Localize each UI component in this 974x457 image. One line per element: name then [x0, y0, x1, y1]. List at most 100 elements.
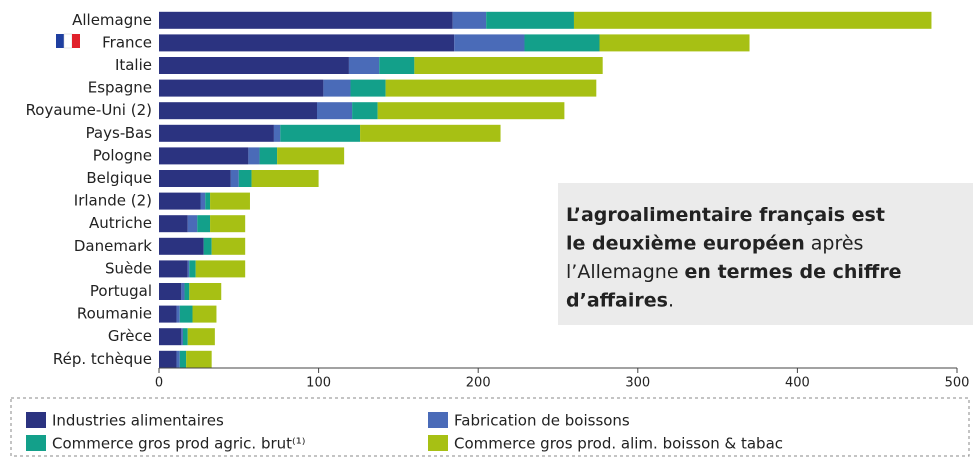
bar-segment — [197, 215, 211, 233]
category-label: Pays-Bas — [86, 124, 153, 142]
bar-segment — [181, 283, 185, 300]
annotation-line: le deuxième européen après — [566, 232, 863, 254]
bar-segment — [179, 350, 187, 368]
bar-segment — [195, 260, 246, 278]
bar-segment — [251, 170, 319, 187]
bar-segment — [452, 11, 487, 29]
legend-swatch — [428, 435, 448, 451]
category-label: Allemagne — [72, 11, 152, 29]
bar-segment — [179, 305, 193, 323]
bar-segment — [379, 57, 415, 74]
category-label: Irlande (2) — [74, 192, 152, 210]
category-label: Belgique — [86, 169, 152, 187]
bar-segment — [323, 79, 351, 97]
annotation-text: L’agroalimentaire français est — [566, 204, 885, 226]
annotation-text: d’affaires — [566, 289, 668, 311]
flag — [56, 33, 80, 49]
bar-segment — [159, 192, 201, 210]
annotation-line: L’agroalimentaire français est — [566, 204, 885, 226]
bar-segment — [182, 328, 188, 346]
bar-segment — [273, 124, 281, 142]
category-label: Suède — [105, 259, 152, 277]
bar-segment — [184, 283, 190, 300]
bar-segment — [277, 147, 345, 165]
bar-segment — [159, 328, 182, 346]
bar-segment — [187, 260, 190, 278]
category-label: Pologne — [93, 146, 152, 164]
category-label: Roumanie — [77, 305, 152, 323]
bar-segment — [159, 350, 177, 368]
category-label: Rép. tchèque — [53, 350, 152, 368]
bar-segment — [599, 34, 750, 52]
x-tick-label: 200 — [466, 376, 491, 391]
category-label: Portugal — [90, 282, 152, 300]
bar-segment — [280, 124, 361, 142]
bar-segment — [360, 124, 501, 142]
bar-segment — [203, 237, 212, 255]
annotation-text: le deuxième européen — [566, 232, 805, 254]
annotation-box — [558, 183, 973, 325]
bar-segment — [377, 102, 565, 120]
annotation-text: en termes de chiffre — [685, 261, 902, 283]
bar-segment — [200, 192, 206, 210]
bar-segment — [181, 328, 183, 346]
bar-segment — [187, 215, 198, 233]
bar-segment — [159, 57, 349, 74]
bar-segment — [176, 350, 180, 368]
x-tick-label: 300 — [625, 376, 650, 391]
bar-segment — [524, 34, 600, 52]
bar-segment — [352, 102, 378, 120]
bar-segment — [159, 11, 453, 29]
legend-swatch — [26, 412, 46, 428]
legend-swatch — [26, 435, 46, 451]
bar-segment — [486, 11, 574, 29]
category-label: Grèce — [108, 327, 152, 345]
bar-segment — [238, 170, 252, 187]
bar-segment — [189, 283, 222, 300]
x-tick-label: 100 — [306, 376, 331, 391]
bar-segment — [205, 192, 211, 210]
legend-label: Industries alimentaires — [52, 412, 224, 430]
annotation-line: d’affaires. — [566, 289, 674, 311]
bar-segment — [230, 170, 239, 187]
bar-segment — [187, 328, 215, 346]
bar-segment — [317, 102, 353, 120]
bar-segment — [350, 79, 386, 97]
legend-box — [10, 397, 970, 457]
bar-segment — [192, 305, 217, 323]
bar-segment — [210, 215, 246, 233]
legend-label: Commerce gros prod agric. brut⁽¹⁾ — [52, 435, 305, 453]
category-label: Danemark — [74, 237, 152, 255]
bar-segment — [159, 237, 204, 255]
x-tick-label: 500 — [945, 376, 970, 391]
category-label: Royaume-Uni (2) — [26, 101, 152, 119]
bar-segment — [385, 79, 597, 97]
annotation-text: après — [805, 232, 864, 254]
bar-segment — [159, 102, 318, 120]
bar-segment — [159, 124, 274, 142]
bar-segment — [210, 192, 250, 210]
bar-segment — [248, 147, 260, 165]
x-tick-label: 0 — [155, 376, 163, 391]
legend-label: Commerce gros prod. alim. boisson & taba… — [454, 435, 783, 453]
bar-segment — [176, 305, 180, 323]
bar-segment — [159, 79, 324, 97]
legend-swatch — [428, 412, 448, 428]
category-label: France — [102, 33, 152, 51]
bar-segment — [211, 237, 246, 255]
bar-segment — [259, 147, 278, 165]
bar-segment — [454, 34, 525, 52]
annotation-line: l’Allemagne en termes de chiffre — [566, 261, 902, 283]
annotation-text: l’Allemagne — [566, 261, 685, 283]
annotation-text: . — [668, 289, 674, 311]
bar-segment — [186, 350, 212, 368]
category-label: Italie — [115, 56, 152, 74]
x-tick-label: 400 — [785, 376, 810, 391]
bar-segment — [159, 34, 455, 52]
bar-segment — [159, 215, 188, 233]
bar-segment — [159, 305, 177, 323]
bar-segment — [159, 170, 231, 187]
bar-segment — [159, 260, 188, 278]
bar-segment — [159, 283, 182, 300]
